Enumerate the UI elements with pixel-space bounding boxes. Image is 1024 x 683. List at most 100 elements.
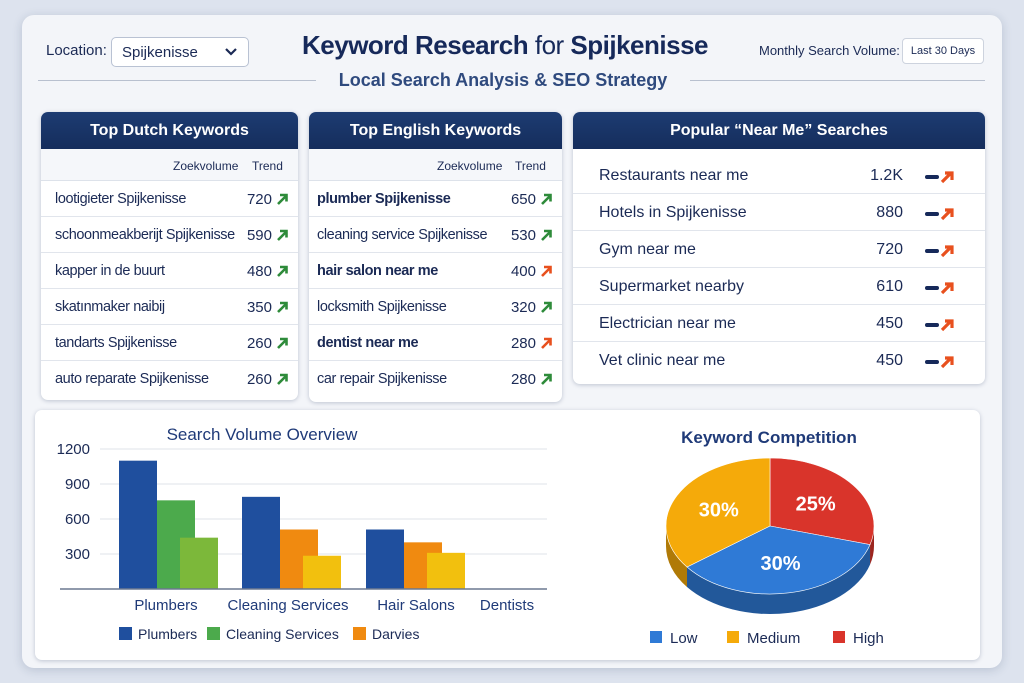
location-label: Location: — [46, 42, 107, 59]
trend-up-icon — [277, 373, 288, 385]
monthly-volume-label: Monthly Search Volume: — [759, 43, 900, 58]
legend-swatch — [727, 631, 739, 643]
trend-up-icon — [541, 337, 552, 349]
divider — [38, 80, 316, 81]
pie-side — [687, 544, 871, 614]
volume: 480 — [246, 263, 272, 280]
legend-swatch — [353, 627, 366, 640]
title-part: Keyword Research — [302, 30, 529, 60]
keyword: cleaning service Spijkenisse — [317, 227, 488, 243]
divider — [690, 80, 985, 81]
bar — [303, 555, 341, 589]
volume: 1.2K — [870, 167, 903, 184]
x-tick-label: Cleaning Services — [228, 597, 349, 614]
near-me-panel: Popular “Near Me” Searches Restaurants n… — [573, 112, 985, 384]
chart-title: Search Volume Overview — [167, 425, 359, 444]
keyword-row[interactable]: skatınmaker naibij 350 — [41, 289, 298, 325]
trend-up-icon — [541, 193, 552, 205]
keyword-row[interactable]: schoonmeakberijt Spijkenisse 590 — [41, 217, 298, 253]
keyword-competition-chart: Keyword Competition 25% 30% 30% Low Medium Hig… — [650, 428, 884, 647]
y-tick-label: 300 — [65, 546, 90, 563]
chevron-down-icon — [225, 48, 237, 56]
keyword-row[interactable]: Restaurants near me 1.2K — [573, 157, 985, 194]
trend-up-icon — [277, 229, 288, 241]
keyword-row[interactable]: cleaning service Spijkenisse 530 — [309, 217, 562, 253]
keyword-row[interactable]: car repair Spijkenisse 280 — [309, 361, 562, 397]
volume: 260 — [246, 371, 272, 388]
keyword: skatınmaker naibij — [55, 299, 165, 315]
legend-label: Plumbers — [138, 626, 197, 642]
keyword-row[interactable]: plumber Spijkenisse 650 — [309, 181, 562, 217]
dutch-list: lootigieter Spijkenisse 720 schoonmeakber… — [41, 181, 298, 397]
keyword-row[interactable]: auto reparate Spijkenisse 260 — [41, 361, 298, 397]
location-select[interactable]: Spijkenisse — [111, 37, 249, 67]
keyword: Restaurants near me — [599, 167, 749, 184]
pie-slice — [686, 525, 871, 595]
keyword-row[interactable]: locksmith Spijkenisse 320 — [309, 289, 562, 325]
volume: 530 — [510, 227, 536, 244]
keyword-row[interactable]: dentist near me 280 — [309, 325, 562, 361]
trend-arrow-icon — [925, 282, 954, 295]
keyword-row[interactable]: tandarts Spijkenisse 260 — [41, 325, 298, 361]
keyword: hair salon near me — [317, 263, 438, 279]
keyword-row[interactable]: Gym near me 720 — [573, 231, 985, 268]
legend-swatch — [650, 631, 662, 643]
keyword-row[interactable]: kapper in de buurt 480 — [41, 253, 298, 289]
trend-arrow-icon — [925, 171, 954, 184]
panel-title: Top Dutch Keywords — [41, 112, 298, 149]
keyword-row[interactable]: Vet clinic near me 450 — [573, 342, 985, 379]
trend-up-icon — [277, 337, 288, 349]
pie-slice — [769, 457, 875, 545]
search-volume-chart: Search Volume Overview 300 600 900 1200 Plumb… — [57, 425, 547, 642]
keyword: schoonmeakberijt Spijkenisse — [55, 227, 235, 243]
chart-title: Keyword Competition — [681, 428, 857, 447]
bar — [180, 537, 218, 589]
dutch-keywords-panel: Top Dutch Keywords Zoekvolume Trend loot… — [41, 112, 298, 400]
column-header: Zoekvolume Trend — [309, 149, 562, 181]
keyword-row[interactable]: Supermarket nearby 610 — [573, 268, 985, 305]
trend-arrow-icon — [925, 245, 954, 258]
volume: 280 — [510, 371, 536, 388]
legend-label: Low — [670, 630, 698, 647]
volume: 720 — [246, 191, 272, 208]
trend-up-icon — [541, 373, 552, 385]
pie-side — [666, 526, 688, 587]
volume: 450 — [876, 315, 903, 332]
keyword: lootigieter Spijkenisse — [55, 191, 187, 207]
trend-arrow-icon — [925, 319, 954, 332]
period-select[interactable]: Last 30 Days — [902, 38, 984, 64]
volume: 450 — [876, 352, 903, 369]
volume: 280 — [510, 335, 536, 352]
col-trend: Trend — [252, 159, 283, 173]
legend-label: High — [853, 630, 884, 647]
keyword: tandarts Spijkenisse — [55, 335, 177, 351]
keyword-row[interactable]: hair salon near me 400 — [309, 253, 562, 289]
keyword: dentist near me — [317, 335, 419, 351]
keyword-row[interactable]: Electrician near me 450 — [573, 305, 985, 342]
pie-slice — [665, 457, 771, 568]
keyword: auto reparate Spijkenisse — [55, 371, 209, 387]
keyword: Gym near me — [599, 241, 696, 258]
x-tick-label: Hair Salons — [377, 597, 455, 614]
keyword: Vet clinic near me — [599, 352, 726, 369]
keyword: Electrician near me — [599, 315, 736, 332]
keyword: kapper in de buurt — [55, 263, 165, 279]
col-trend: Trend — [515, 159, 546, 173]
panel-title: Top English Keywords — [309, 112, 562, 149]
page-subtitle: Local Search Analysis & SEO Strategy — [338, 70, 668, 90]
pie-label: 25% — [796, 493, 836, 515]
y-tick-label: 1200 — [57, 441, 90, 458]
keyword-row[interactable]: Hotels in Spijkenisse 880 — [573, 194, 985, 231]
volume: 260 — [246, 335, 272, 352]
keyword-row[interactable]: lootigieter Spijkenisse 720 — [41, 181, 298, 217]
title-part: for — [534, 30, 564, 60]
y-tick-label: 600 — [65, 511, 90, 528]
pie-label: 30% — [699, 499, 739, 521]
bar — [366, 529, 404, 589]
volume: 720 — [876, 241, 903, 258]
col-volume: Zoekvolume — [173, 159, 239, 173]
trend-arrow-icon — [925, 356, 954, 369]
pie-label: 30% — [760, 553, 800, 575]
keyword: plumber Spijkenisse — [317, 191, 451, 207]
x-tick-label: Plumbers — [134, 597, 197, 614]
